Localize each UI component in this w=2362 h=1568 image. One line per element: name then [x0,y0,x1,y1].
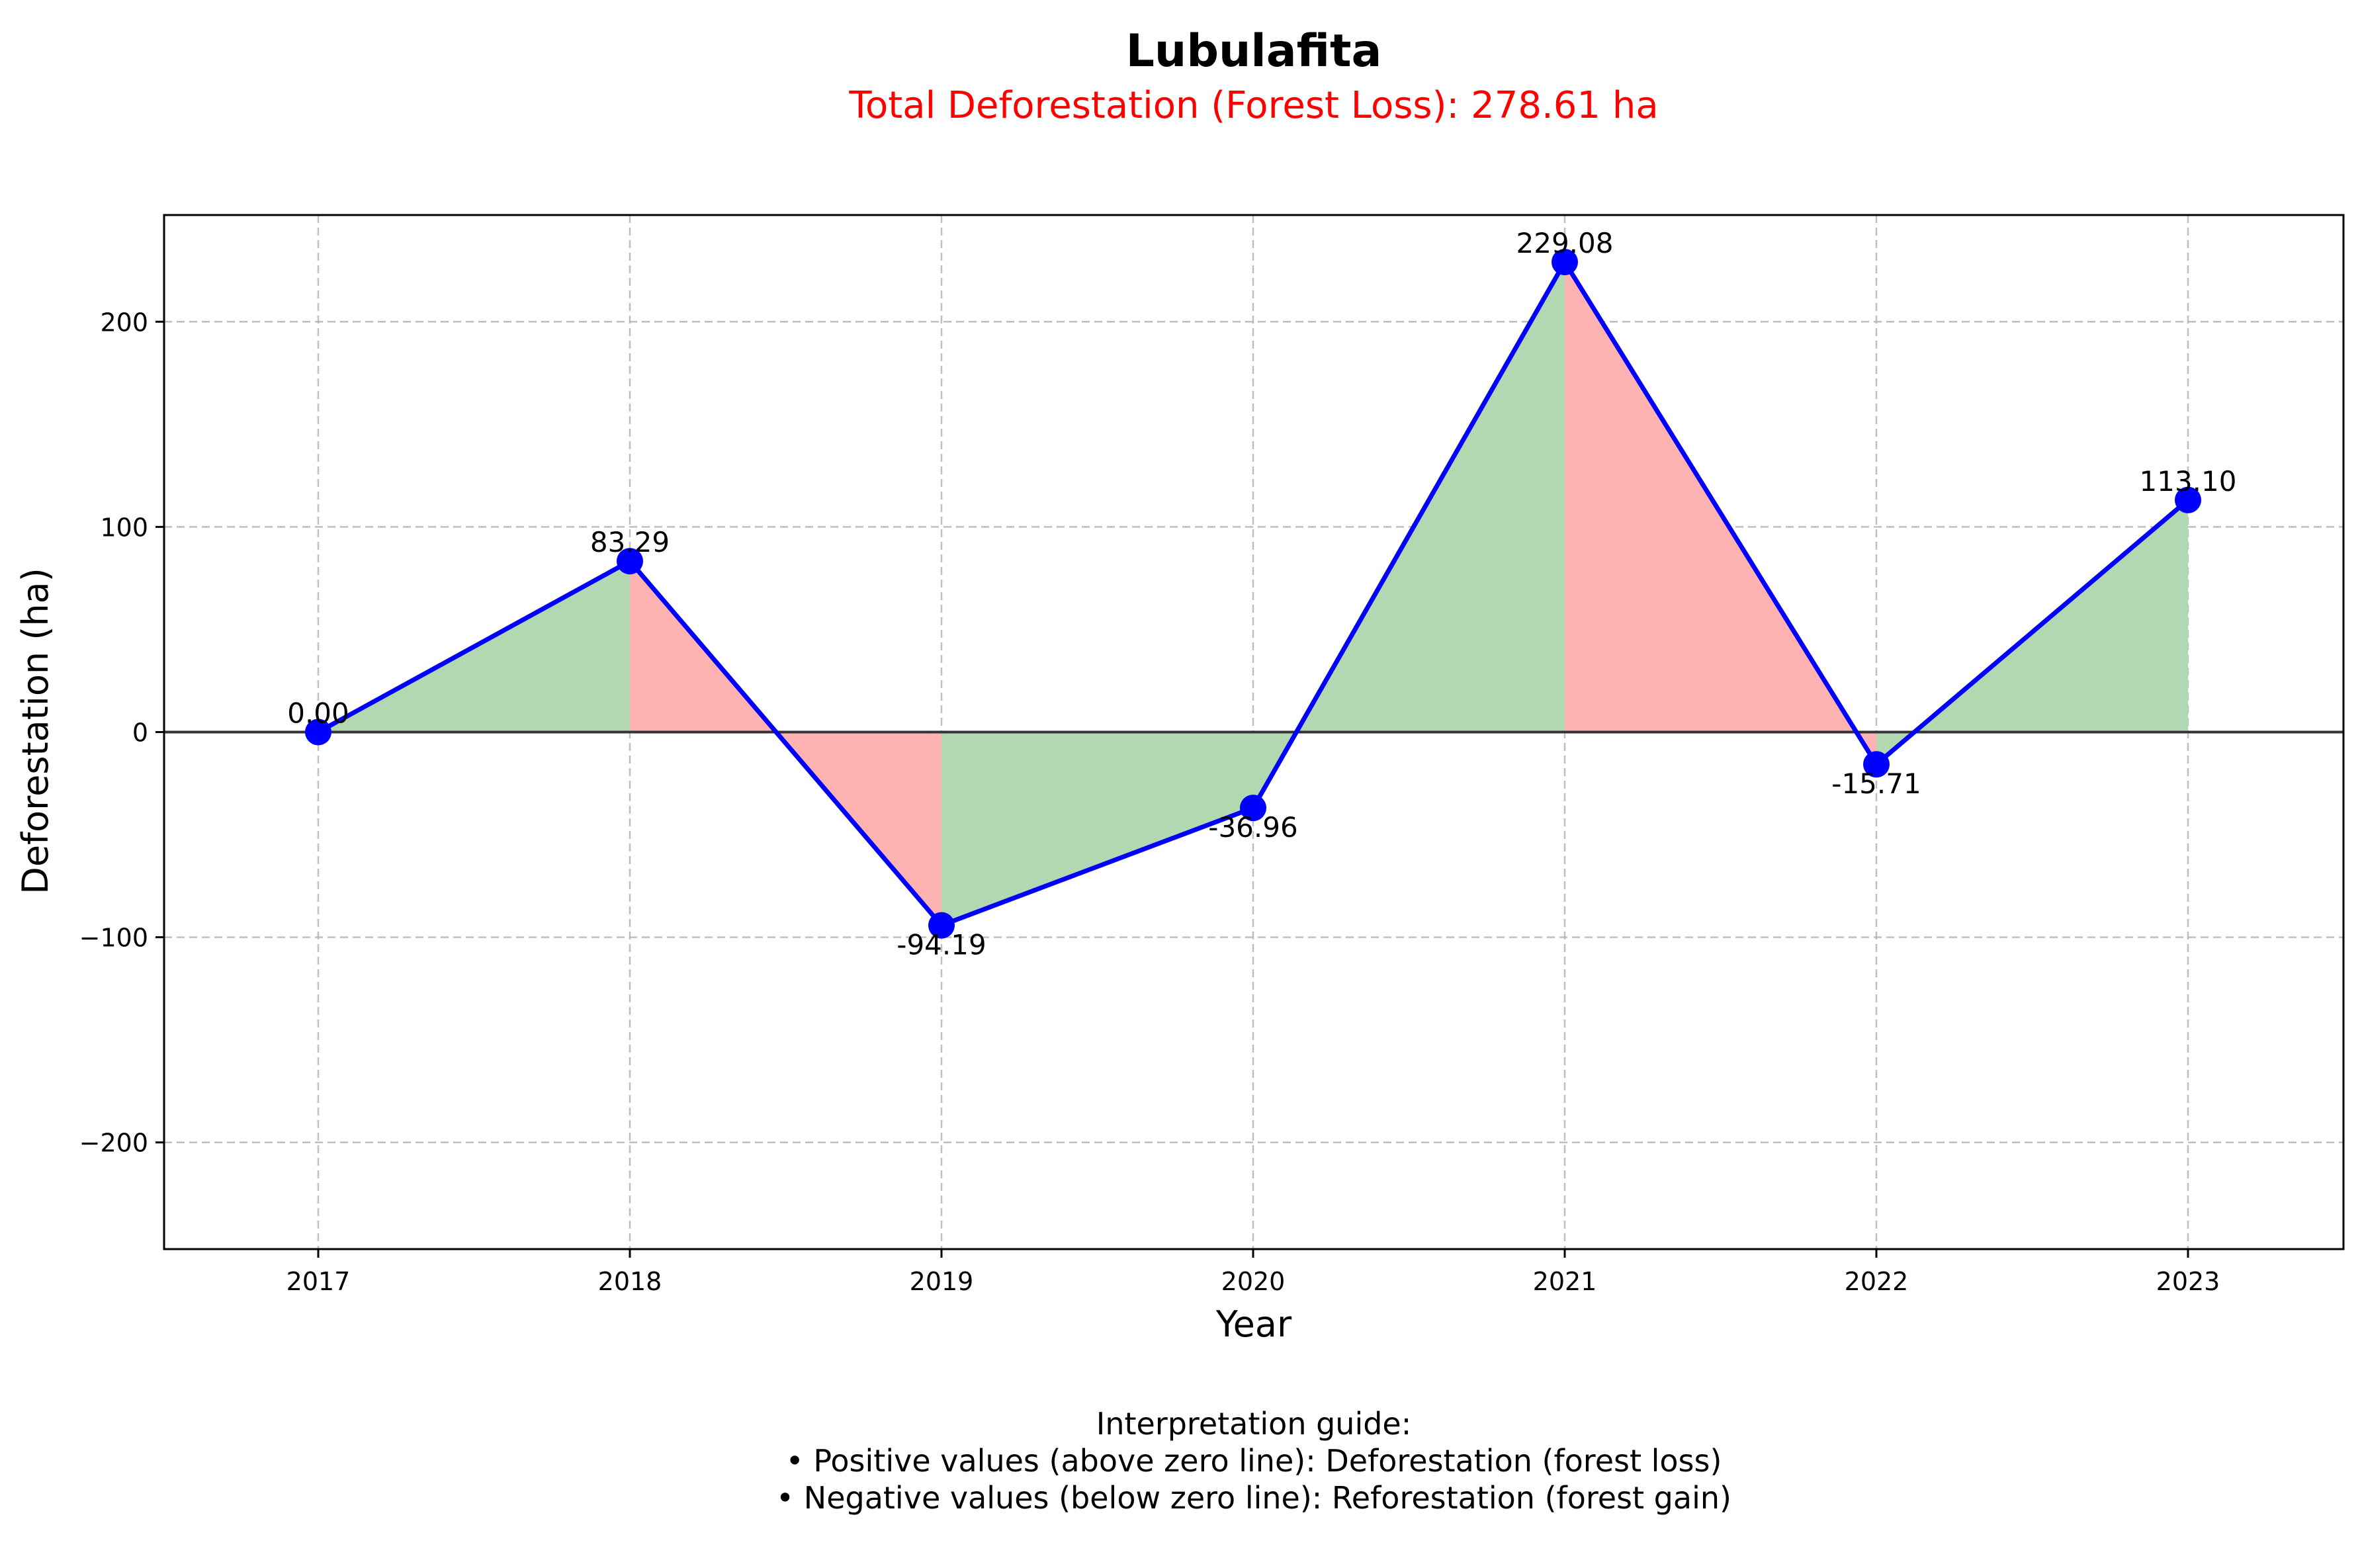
data-point [1863,751,1890,778]
x-tick-label: 2023 [2156,1267,2220,1296]
y-tick-label: −200 [79,1129,148,1158]
interpretation-guide-negative: • Negative values (below zero line): Ref… [776,1480,1731,1516]
y-tick-label: 100 [100,513,148,542]
data-point [2175,486,2201,513]
x-tick-label: 2022 [1845,1267,1909,1296]
data-label: 83.29 [590,526,670,558]
data-label: 0.00 [287,697,349,730]
data-point [1240,795,1266,822]
y-tick-label: 200 [100,308,148,337]
x-tick-label: 2017 [286,1267,351,1296]
x-tick-label: 2018 [598,1267,662,1296]
data-label: 229.08 [1516,227,1614,259]
data-label: -36.96 [1208,811,1297,844]
change-fill-region [941,732,1253,926]
interpretation-guide-heading: Interpretation guide: [1096,1406,1411,1442]
data-label: -15.71 [1831,767,1921,800]
chart-subtitle: Total Deforestation (Forest Loss): 278.6… [848,84,1658,127]
y-axis-label: Deforestation (ha) [15,568,56,894]
data-label: 113.10 [2140,465,2237,498]
data-point [1552,249,1578,276]
x-tick-label: 2021 [1533,1267,1597,1296]
y-tick-label: −100 [79,924,148,953]
data-point [928,912,955,939]
y-tick-label: 0 [132,719,148,748]
data-point [305,719,331,746]
chart-title: Lubulafita [1126,25,1382,77]
x-tick-label: 2020 [1221,1267,1286,1296]
plot-area: 0.00 83.29 -94.19 -36.96 229.08 -15.71 113.10 −… [79,214,2345,1296]
data-point [617,548,643,575]
interpretation-guide-positive: • Positive values (above zero line): Def… [786,1443,1722,1479]
data-label: -94.19 [897,929,986,961]
x-tick-label: 2019 [910,1267,974,1296]
x-axis-label: Year [1215,1303,1292,1345]
